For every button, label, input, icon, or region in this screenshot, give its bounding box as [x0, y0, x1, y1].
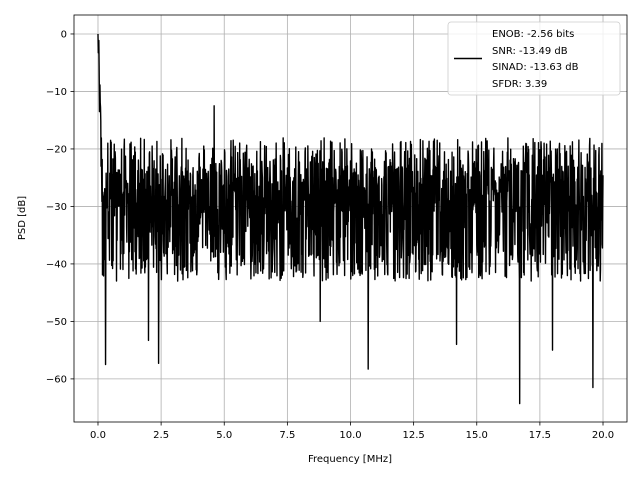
series-layer	[97, 33, 604, 405]
x-tick-label: 15.0	[466, 430, 488, 441]
legend-sfdr: SFDR: 3.39	[492, 79, 547, 90]
x-axis-label: Frequency [MHz]	[308, 454, 392, 465]
x-tick-label: 2.5	[153, 430, 169, 441]
psd-series-line	[97, 33, 604, 405]
x-tick-label: 20.0	[592, 430, 614, 441]
y-tick-label: −30	[46, 202, 67, 213]
x-tick-label: 5.0	[216, 430, 232, 441]
x-tick-label: 0.0	[90, 430, 106, 441]
y-tick-label: −20	[46, 144, 67, 155]
y-tick-label: −50	[46, 317, 67, 328]
y-axis-label: PSD [dB]	[17, 196, 28, 240]
legend-snr: SNR: -13.49 dB	[492, 46, 568, 57]
x-tick-label: 12.5	[402, 430, 424, 441]
y-tick-label: −60	[46, 374, 67, 385]
x-tick-label: 17.5	[529, 430, 551, 441]
y-tick-label: −10	[46, 87, 67, 98]
legend-enob: ENOB: -2.56 bits	[492, 29, 574, 40]
y-axis-ticks: 0 −10 −20 −30 −40 −50 −60	[46, 29, 74, 385]
legend-sinad: SINAD: -13.63 dB	[492, 62, 579, 73]
y-tick-label: −40	[46, 259, 67, 270]
legend: ENOB: -2.56 bits SNR: -13.49 dB SINAD: -…	[447, 21, 621, 96]
y-tick-label: 0	[61, 29, 67, 40]
x-axis-ticks: 0.0 2.5 5.0 7.5 10.0 12.5 15.0 17.5 20.0	[90, 422, 614, 441]
x-tick-label: 7.5	[279, 430, 295, 441]
x-tick-label: 10.0	[339, 430, 361, 441]
legend-box	[447, 21, 621, 96]
